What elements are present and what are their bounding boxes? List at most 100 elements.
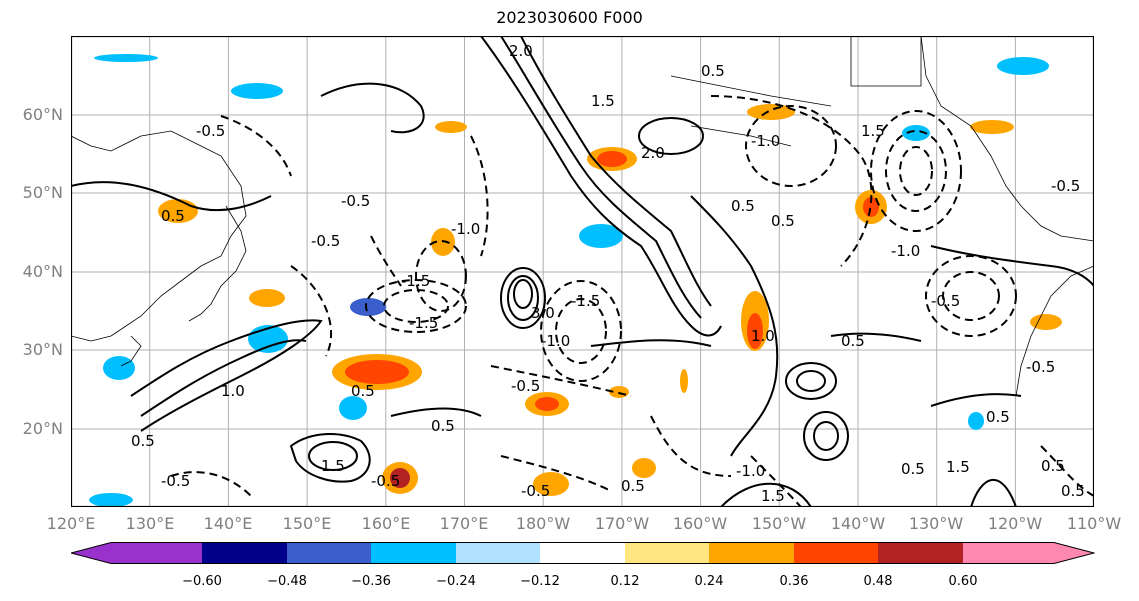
lon-label: 150°E (282, 514, 332, 533)
colorbar-tick-label: −0.24 (436, 574, 476, 589)
contour-label: 1.0 (751, 327, 775, 345)
shade-negative (89, 493, 133, 507)
map-canvas: 2.0 2.0 3.0 -1.5 -1.5 -1.5 -1.0 -0.5 -0.… (71, 36, 1094, 507)
shade-negative (997, 57, 1049, 75)
lon-label: 150°W (751, 514, 807, 533)
lon-label: 160°E (361, 514, 411, 533)
graticule (71, 36, 1094, 507)
colorbar-tick-label: −0.12 (520, 574, 560, 589)
plot-title: 2023030600 F000 (496, 8, 643, 27)
colorbar-tick-label: −0.36 (351, 574, 391, 589)
map-panel: 2.0 2.0 3.0 -1.5 -1.5 -1.5 -1.0 -0.5 -0.… (71, 36, 1094, 507)
contour-label: -1.0 (541, 332, 570, 350)
negative-contours (170, 95, 1094, 507)
map-frame (71, 36, 1094, 507)
lon-label: 130°E (125, 514, 175, 533)
lat-label-60n: 60°N (22, 105, 63, 124)
contour-label: -0.5 (931, 292, 960, 310)
shade-negative (968, 412, 984, 430)
contour-label: -0.5 (371, 472, 400, 490)
shaded-anomalies (89, 54, 1062, 507)
contour-label: -1.5 (571, 292, 600, 310)
lon-label: 180°W (515, 514, 571, 533)
contour-label: -0.5 (341, 192, 370, 210)
shade-positive (970, 120, 1014, 134)
shade-negative (350, 298, 386, 316)
coastlines (71, 36, 1094, 397)
contour-label: -0.5 (1026, 358, 1055, 376)
shade-positive (747, 104, 795, 120)
contour-label: -0.5 (511, 377, 540, 395)
contour-label: 0.5 (131, 432, 155, 450)
shade-positive (863, 197, 879, 217)
contour-label: 1.5 (946, 458, 970, 476)
shade-negative (902, 125, 930, 141)
shade-positive (249, 289, 285, 307)
positive-contours (71, 36, 1094, 507)
lat-label-30n: 30°N (22, 340, 63, 359)
contour-label: 1.5 (861, 122, 885, 140)
shade-positive (435, 121, 467, 133)
colorbar-cell (371, 542, 456, 564)
colorbar-cell (625, 542, 709, 564)
contour-label: -0.5 (311, 232, 340, 250)
shade-positive (597, 151, 627, 167)
shade-positive (345, 360, 409, 384)
colorbar-cell (202, 542, 287, 564)
contour-label: -1.5 (401, 272, 430, 290)
contour-label: 2.0 (641, 144, 665, 162)
contour-label: -1.0 (751, 132, 780, 150)
contour-label: 1.5 (321, 457, 345, 475)
colorbar-cell (794, 542, 878, 564)
lat-label-40n: 40°N (22, 262, 63, 281)
colorbar-cell (709, 542, 794, 564)
lat-label-50n: 50°N (22, 183, 63, 202)
contour-label: 0.5 (431, 417, 455, 435)
contour-label: 0.5 (701, 62, 725, 80)
lon-label: 170°W (594, 514, 650, 533)
shade-positive (680, 369, 688, 393)
contour-label: 0.5 (351, 382, 375, 400)
colorbar-tick-label: −0.48 (267, 574, 307, 589)
contour-label: -1.5 (409, 314, 438, 332)
colorbar-cell (878, 542, 963, 564)
shade-positive (535, 397, 559, 411)
colorbar-cell (287, 542, 371, 564)
colorbar-outline (71, 542, 1095, 564)
lon-label: 120°E (46, 514, 96, 533)
shade-positive (632, 458, 656, 478)
colorbar-cell (71, 542, 202, 564)
contour-label: -0.5 (1051, 177, 1080, 195)
shade-positive (390, 468, 410, 488)
colorbar-tick-label: 0.12 (610, 574, 640, 589)
contour-labels: 2.0 2.0 3.0 -1.5 -1.5 -1.5 -1.0 -0.5 -0.… (131, 42, 1085, 505)
contour-label: 2.0 (509, 42, 533, 60)
contour-label: 0.5 (986, 408, 1010, 426)
contour-label: -1.0 (891, 242, 920, 260)
shade-positive (747, 313, 763, 349)
shade-negative (103, 356, 135, 380)
shade-negative (579, 224, 623, 248)
contour-label: 1.5 (591, 92, 615, 110)
lat-label-20n: 20°N (22, 419, 63, 438)
contour-label: 0.5 (621, 477, 645, 495)
contour-label: 1.0 (221, 382, 245, 400)
contour-label: 0.5 (1061, 482, 1085, 500)
shade-positive (1030, 314, 1062, 330)
contour-label: 0.5 (901, 460, 925, 478)
colorbar-cell (456, 542, 540, 564)
colorbar-cell (540, 542, 625, 564)
contour-label: 0.5 (841, 332, 865, 350)
contour-label: -0.5 (161, 472, 190, 490)
shade-negative (339, 396, 367, 420)
colorbar-cell (963, 542, 1094, 564)
colorbar-tick-label: 0.48 (863, 574, 893, 589)
shade-negative (94, 54, 158, 62)
shade-positive (533, 472, 569, 496)
colorbar-tick-label: −0.60 (182, 574, 222, 589)
colorbar-tick-label: 0.24 (694, 574, 724, 589)
contour-label: 0.5 (771, 212, 795, 230)
colorbar-tick-label: 0.36 (779, 574, 809, 589)
contour-label: -1.0 (451, 220, 480, 238)
contour-label: 3.0 (531, 304, 555, 322)
